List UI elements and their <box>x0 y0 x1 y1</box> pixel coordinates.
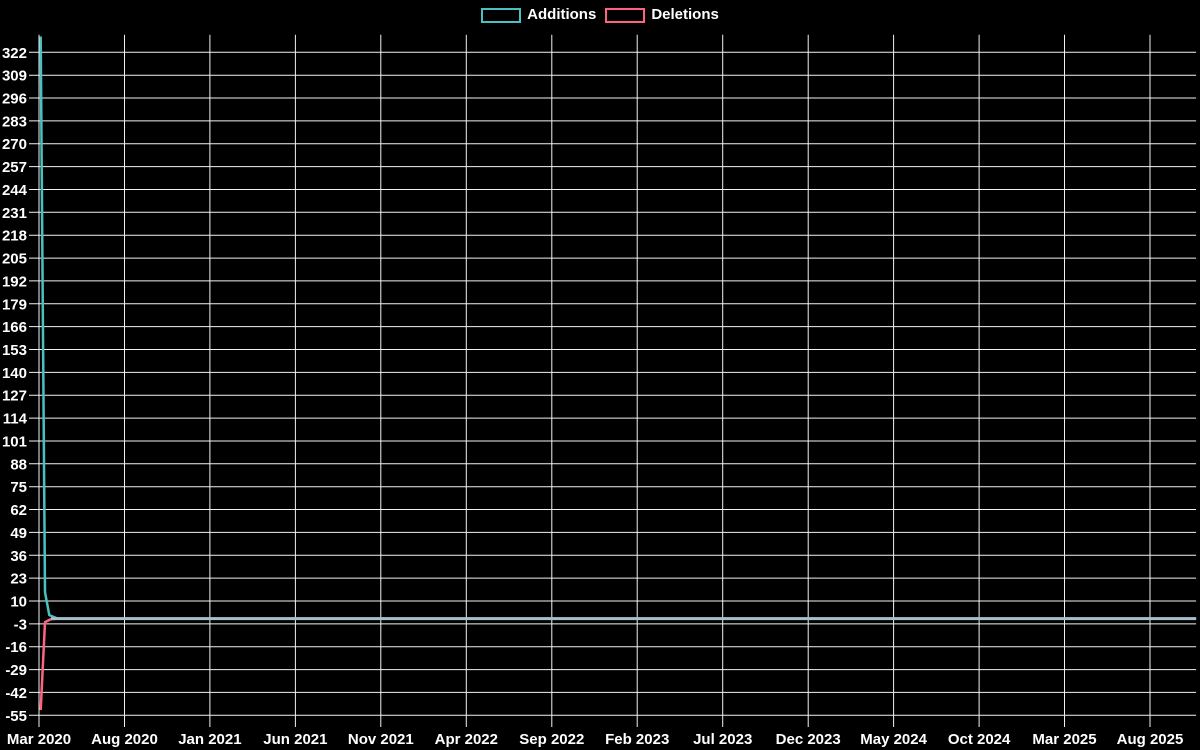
y-tick-label: 309 <box>2 68 27 85</box>
x-tick-label: Jul 2023 <box>693 731 752 748</box>
y-tick-label: 36 <box>10 548 27 565</box>
y-tick-label: -16 <box>5 639 27 656</box>
x-tick-label: Oct 2024 <box>948 731 1011 748</box>
y-tick-label: -29 <box>5 662 27 679</box>
x-tick-label: Aug 2025 <box>1117 731 1184 748</box>
deletions-legend-label: Deletions <box>651 6 719 23</box>
y-tick-label: 127 <box>2 388 27 405</box>
y-tick-label: 218 <box>2 228 27 245</box>
y-tick-label: 88 <box>10 456 27 473</box>
y-tick-label: 205 <box>2 251 27 268</box>
x-tick-label: Jun 2021 <box>263 731 327 748</box>
x-tick-label: Apr 2022 <box>435 731 498 748</box>
additions-legend-swatch <box>481 7 522 23</box>
series-line-deletions <box>39 617 1197 711</box>
y-tick-label: 322 <box>2 45 27 62</box>
deletions-legend-swatch <box>605 7 646 23</box>
y-tick-label: -55 <box>5 708 27 725</box>
y-tick-label: 114 <box>3 411 28 428</box>
y-tick-label: 257 <box>2 159 27 176</box>
x-tick-label: May 2024 <box>860 731 927 748</box>
x-tick-label: Mar 2020 <box>7 731 71 748</box>
y-tick-label: 296 <box>2 91 27 108</box>
y-tick-label: 179 <box>2 296 27 313</box>
y-tick-label: 283 <box>2 113 27 130</box>
x-tick-label: Dec 2023 <box>776 731 841 748</box>
x-tick-label: Sep 2022 <box>519 731 584 748</box>
y-tick-label: 101 <box>2 434 27 451</box>
y-tick-label: 10 <box>10 594 27 611</box>
y-tick-label: 23 <box>10 571 27 588</box>
y-tick-label: 244 <box>2 182 28 199</box>
y-tick-label: 270 <box>2 136 27 153</box>
y-tick-label: 192 <box>2 273 27 290</box>
legend-item-deletions[interactable]: Deletions <box>605 6 719 24</box>
chart-legend: Additions Deletions <box>0 6 1200 24</box>
y-tick-label: 231 <box>2 205 27 222</box>
y-tick-label: -42 <box>5 685 27 702</box>
y-tick-label: -3 <box>14 616 27 633</box>
series-line-additions <box>39 36 1197 620</box>
y-tick-label: 62 <box>10 502 27 519</box>
x-tick-label: Mar 2025 <box>1032 731 1096 748</box>
x-tick-label: Nov 2021 <box>348 731 414 748</box>
y-tick-label: 75 <box>10 479 27 496</box>
y-tick-label: 140 <box>2 365 27 382</box>
y-tick-label: 166 <box>2 319 27 336</box>
x-tick-label: Aug 2020 <box>91 731 158 748</box>
x-tick-label: Feb 2023 <box>605 731 669 748</box>
y-tick-label: 153 <box>2 342 27 359</box>
x-tick-label: Jan 2021 <box>178 731 241 748</box>
additions-legend-label: Additions <box>527 6 597 23</box>
y-tick-label: 49 <box>10 525 27 542</box>
legend-item-additions[interactable]: Additions <box>481 6 596 24</box>
